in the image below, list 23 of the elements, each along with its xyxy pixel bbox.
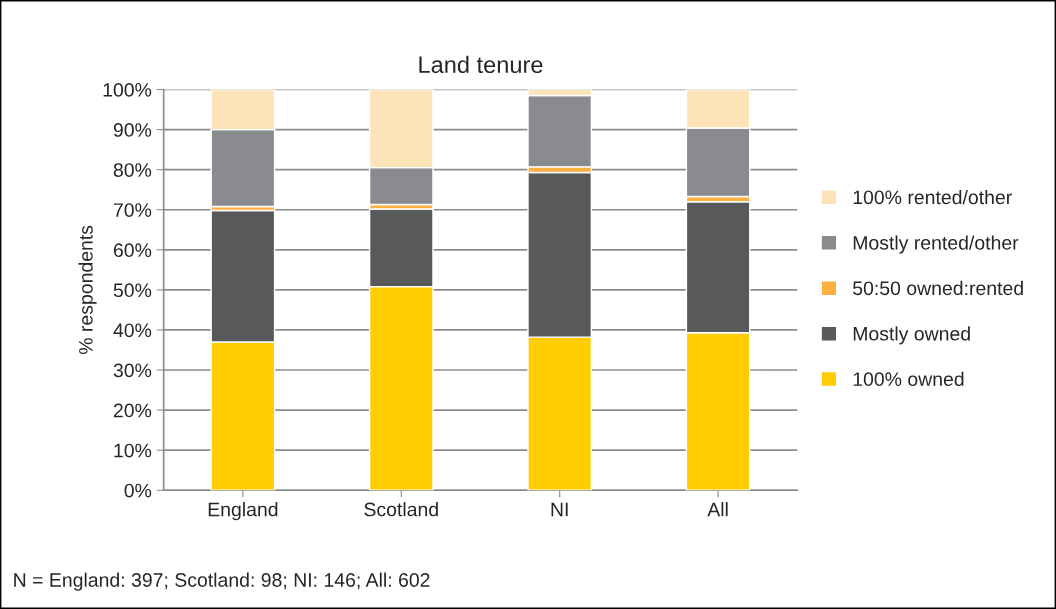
- y-tick-label: 60%: [113, 243, 152, 258]
- y-tick-label: 40%: [113, 323, 152, 338]
- legend-label: 100% owned: [853, 371, 964, 387]
- y-tick-label: 100%: [103, 82, 152, 97]
- legend-label: 100% rented/other: [853, 189, 1012, 205]
- y-tick-label: 30%: [113, 363, 152, 378]
- legend-label: 50:50 owned:rented: [853, 280, 1023, 296]
- text: N = England: 397; Scotland: 98; NI: 146; All: 602: [14, 572, 430, 591]
- chart-title: Land tenure: [419, 55, 543, 74]
- y-tick-label: 90%: [113, 123, 152, 137]
- x-tick-label: England: [208, 502, 278, 521]
- y-tick-label: 0%: [124, 483, 152, 498]
- y-tick-label: 70%: [113, 203, 152, 217]
- x-tick-label: All: [707, 502, 728, 517]
- y-axis-title: % respondents: [78, 225, 97, 355]
- y-tick-label: 10%: [114, 443, 152, 458]
- legend-label: Mostly owned: [853, 326, 970, 345]
- y-tick-label: 50%: [113, 283, 152, 298]
- legend-label: Mostly rented/other: [853, 235, 1019, 254]
- x-tick-label: Scotland: [364, 502, 438, 517]
- y-tick-label: 20%: [113, 403, 152, 418]
- x-tick-label: NI: [551, 502, 568, 517]
- y-tick-label: 80%: [113, 163, 152, 177]
